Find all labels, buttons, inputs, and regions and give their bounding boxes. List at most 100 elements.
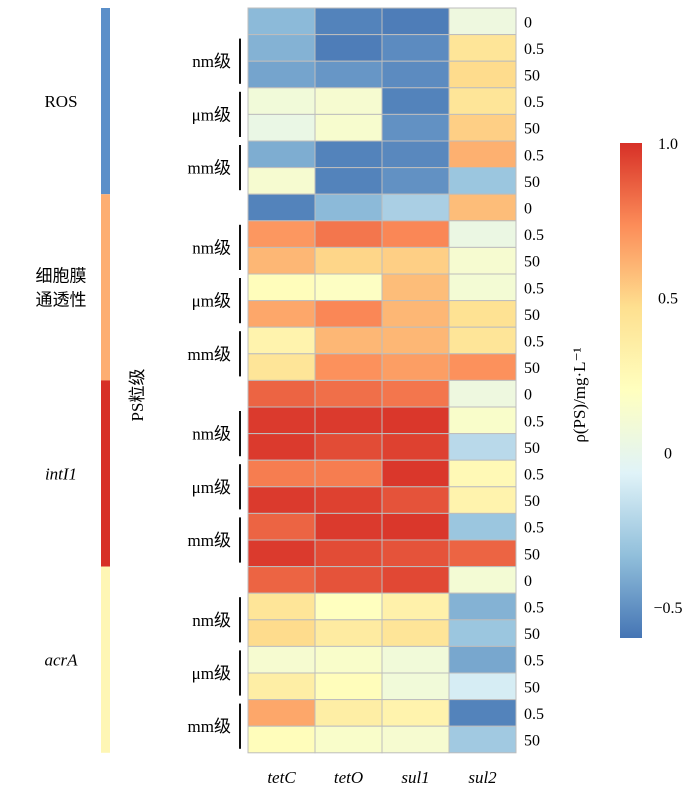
size-label: nm级 — [192, 611, 231, 630]
heatmap-cell — [381, 220, 450, 248]
row-label: 0.5 — [524, 227, 544, 244]
heatmap-cell — [314, 459, 383, 488]
size-label: nm级 — [192, 52, 231, 71]
heatmap-cell — [448, 326, 517, 355]
heatmap-cell — [247, 87, 316, 115]
size-label: μm级 — [192, 664, 231, 683]
heatmap-cell — [381, 539, 450, 568]
row-label: 50 — [524, 174, 540, 191]
y-axis-title: PS粒级 — [128, 369, 147, 422]
heatmap-cell — [247, 60, 316, 89]
heatmap-cell — [448, 406, 517, 435]
heatmap-cell — [448, 246, 517, 275]
heatmap-cell — [247, 406, 316, 435]
colorbar-tick-label: 0 — [664, 445, 672, 462]
heatmap-cell — [448, 459, 517, 488]
size-label: μm级 — [192, 105, 231, 124]
heatmap-cell — [448, 34, 517, 62]
row-label: 50 — [524, 254, 540, 271]
size-label: nm级 — [192, 425, 231, 444]
row-label: 0.5 — [524, 41, 544, 58]
heatmap-cell — [448, 433, 517, 461]
heatmap-cell — [314, 539, 383, 568]
heatmap-cell — [381, 725, 450, 754]
row-label: 0.5 — [524, 706, 544, 723]
heatmap-cell — [381, 140, 450, 169]
heatmap-cell — [381, 326, 450, 355]
row-label: 0.5 — [524, 653, 544, 670]
heatmap-cell — [381, 379, 450, 408]
row-label: 50 — [524, 121, 540, 138]
size-label: mm级 — [188, 531, 231, 550]
row-label: 0.5 — [524, 520, 544, 537]
heatmap-cell — [314, 379, 383, 408]
row-label: 0.5 — [524, 147, 544, 164]
heatmap-cell — [314, 167, 383, 195]
row-label: 50 — [524, 733, 540, 750]
heatmap-cell — [314, 699, 383, 727]
heatmap-cell — [448, 167, 517, 195]
heatmap-cell — [247, 619, 316, 647]
heatmap-cell — [247, 167, 316, 195]
heatmap-cell — [381, 353, 450, 381]
heatmap-cell — [247, 486, 316, 514]
heatmap-cell — [247, 459, 316, 488]
heatmap-cell — [247, 699, 316, 727]
colorbar — [620, 143, 642, 638]
heatmap-cell — [381, 300, 450, 328]
row-label: 50 — [524, 307, 540, 324]
size-label: mm级 — [188, 345, 231, 364]
category-labels: ROS 细胞膜通透性 intI1 acrA — [36, 92, 87, 670]
column-labels: tetC tetO sul1 sul2 — [267, 768, 497, 787]
category-label: intI1 — [45, 465, 77, 484]
category-bar — [101, 380, 110, 567]
heatmap-cell — [247, 140, 316, 169]
heatmap-cell — [448, 619, 517, 647]
category-bar — [101, 194, 110, 381]
row-label: 0 — [524, 573, 532, 590]
row-label: 50 — [524, 679, 540, 696]
category-label: ROS — [44, 92, 77, 111]
colorbar-title: ρ(PS)/mg·L⁻¹ — [570, 347, 589, 442]
heatmap-cell — [314, 7, 383, 36]
heatmap-cell — [247, 645, 316, 674]
row-labels: 0 0.5 50 0.5 50 0.5 50 0 0.5 50 0.5 50 0.5 50 0 0.5 50 0.… — [524, 14, 544, 749]
row-label: 50 — [524, 546, 540, 563]
row-label: 50 — [524, 68, 540, 85]
size-label: nm级 — [192, 238, 231, 257]
heatmap-cell — [314, 140, 383, 169]
heatmap-cell — [448, 539, 517, 568]
column-label: tetC — [267, 768, 296, 787]
heatmap-cell — [448, 486, 517, 514]
row-label: 50 — [524, 626, 540, 643]
heatmap-cell — [381, 113, 450, 142]
row-label: 0.5 — [524, 334, 544, 351]
heatmap-cell — [381, 512, 450, 541]
heatmap-cell — [247, 220, 316, 248]
heatmap-cell — [381, 167, 450, 195]
heatmap-cell — [314, 353, 383, 381]
heatmap-cell — [314, 113, 383, 142]
heatmap-cell — [448, 725, 517, 754]
heatmap-cell — [247, 566, 316, 594]
heatmap-cells — [247, 7, 517, 754]
heatmap-cell — [314, 220, 383, 248]
heatmap-cell — [381, 193, 450, 222]
heatmap-cell — [381, 87, 450, 115]
heatmap-cell — [247, 326, 316, 355]
heatmap-cell — [381, 592, 450, 621]
heatmap-cell — [314, 672, 383, 701]
heatmap-cell — [314, 566, 383, 594]
row-label: 0 — [524, 201, 532, 218]
heatmap-cell — [247, 273, 316, 302]
colorbar-tick-label: 1.0 — [658, 136, 678, 153]
row-label: 0.5 — [524, 467, 544, 484]
heatmap-cell — [247, 539, 316, 568]
row-label: 50 — [524, 493, 540, 510]
heatmap-cell — [381, 433, 450, 461]
row-label: 0 — [524, 387, 532, 404]
heatmap-cell — [314, 34, 383, 62]
row-label: 0.5 — [524, 280, 544, 297]
heatmap-cell — [314, 645, 383, 674]
heatmap-cell — [448, 512, 517, 541]
